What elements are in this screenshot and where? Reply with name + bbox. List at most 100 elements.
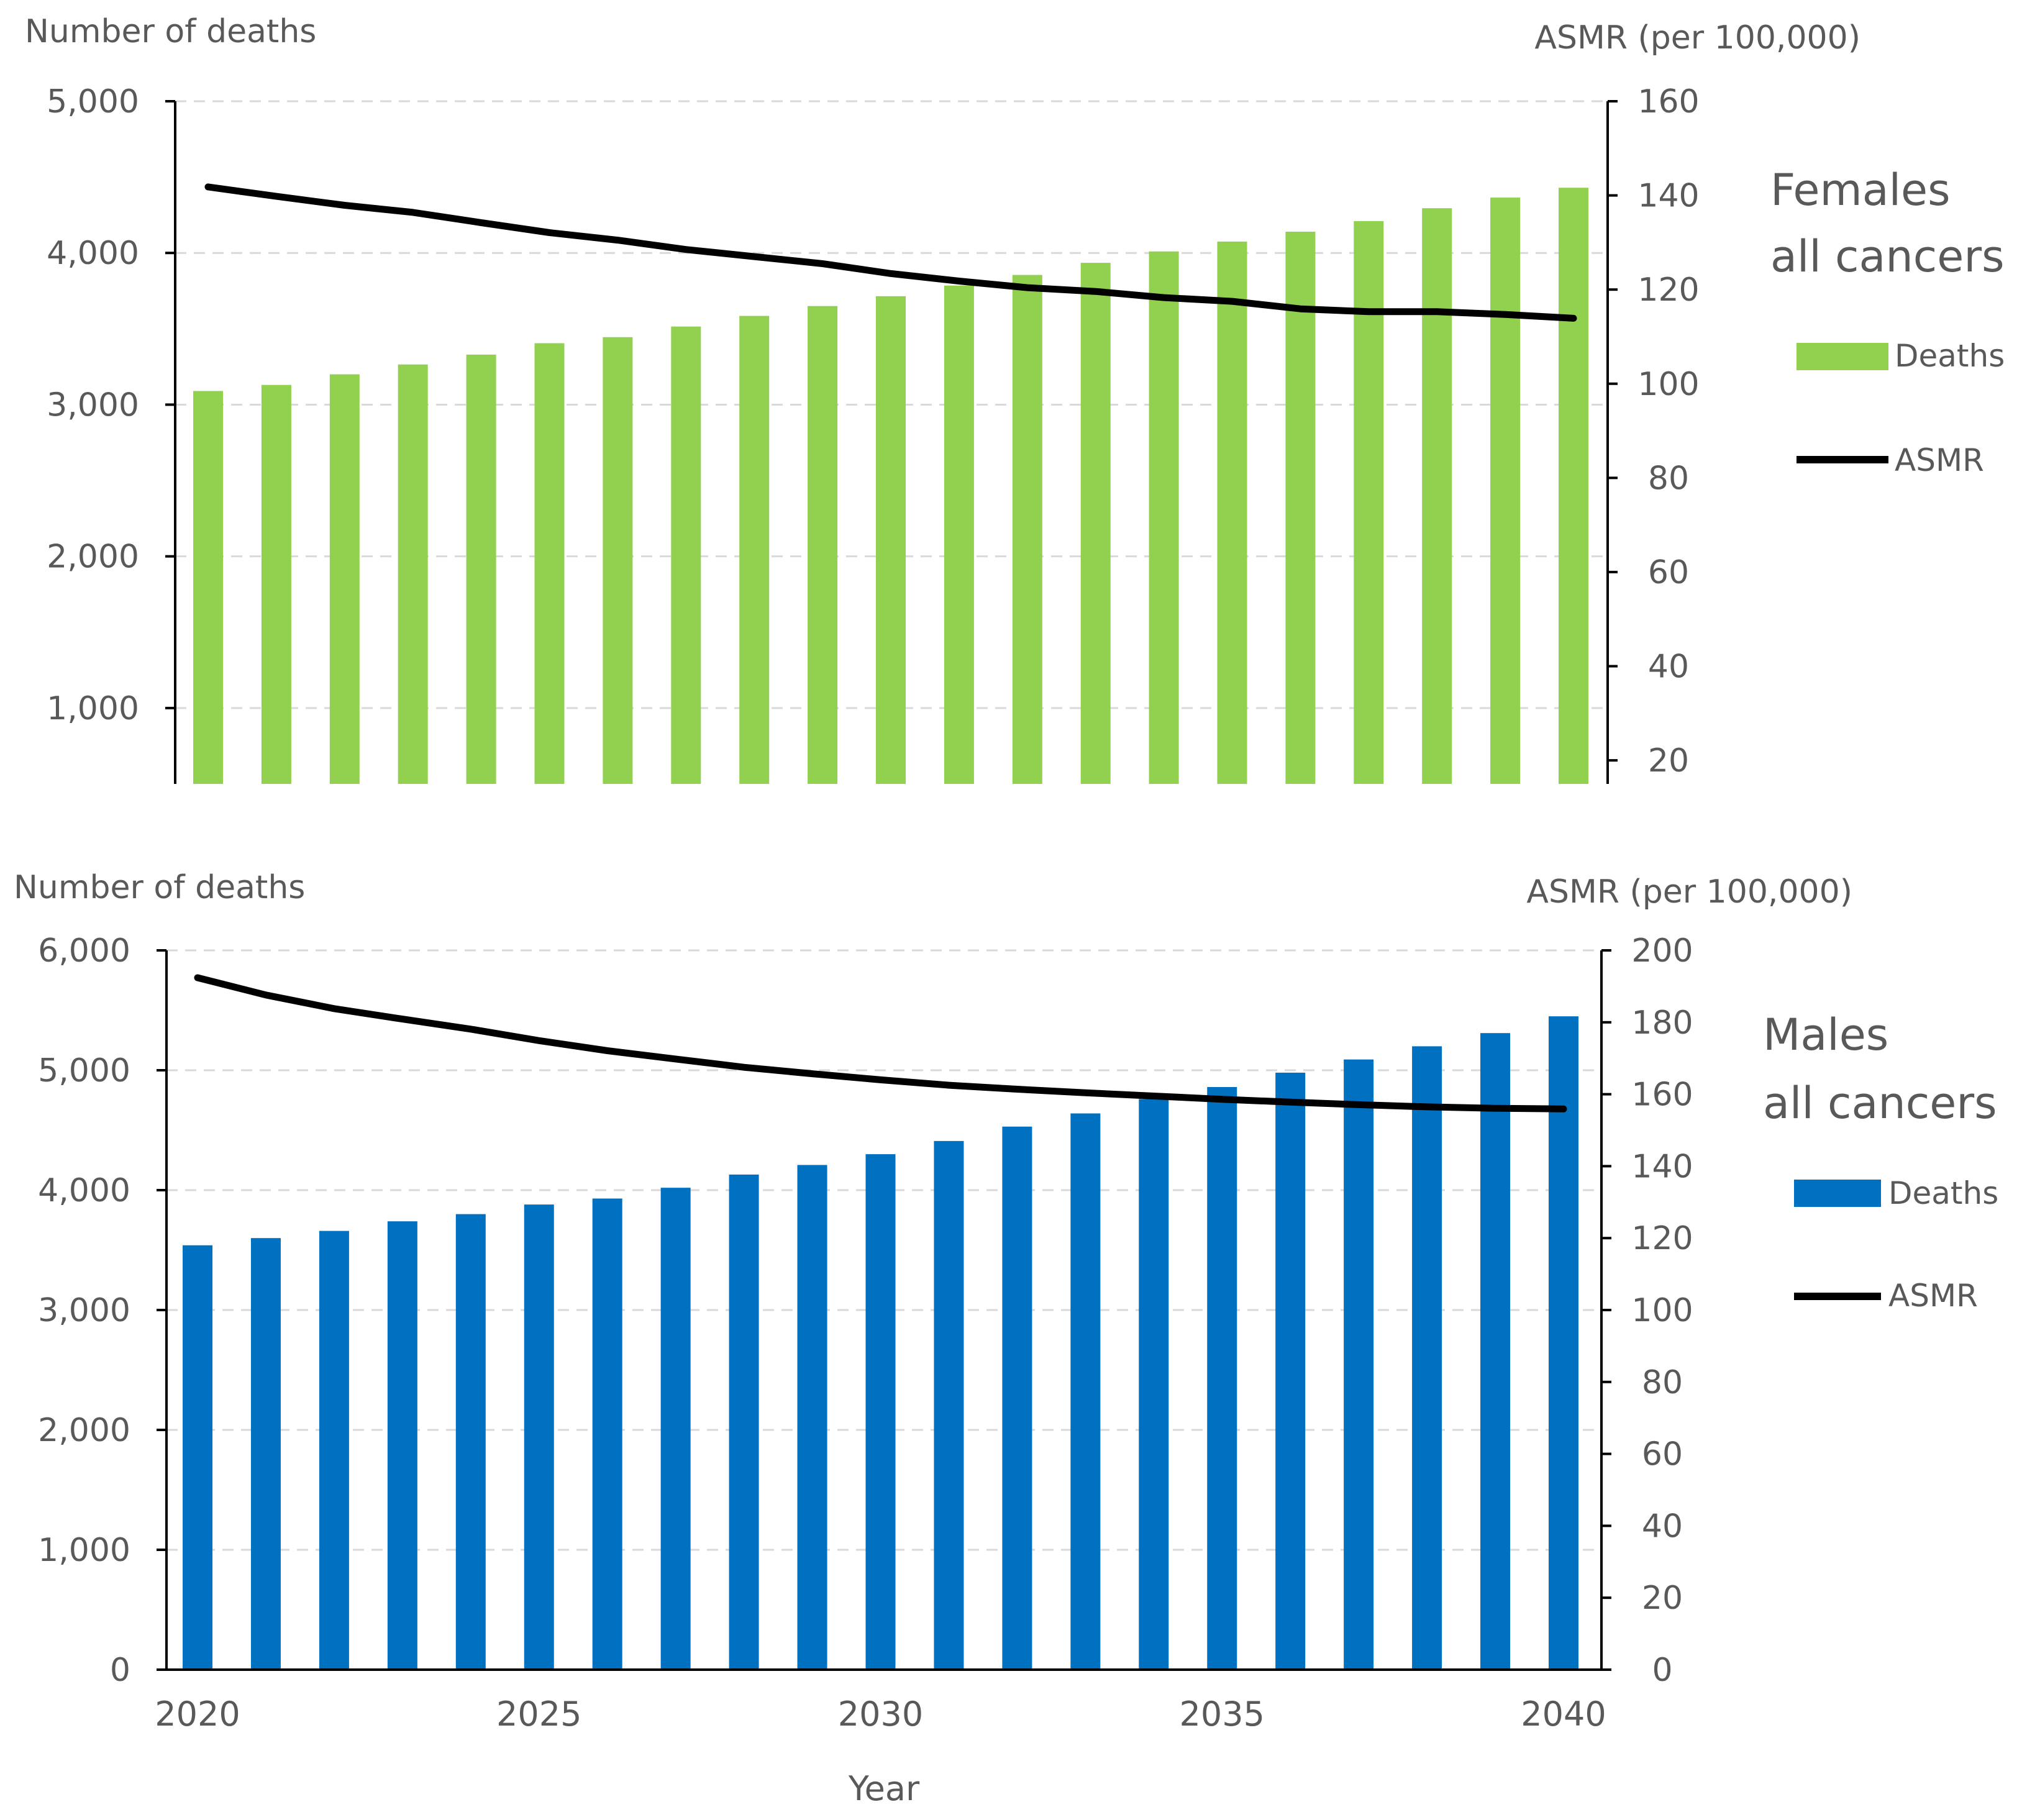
x-axis-ticks: 2020 2025 2030 2035 2040	[155, 1695, 1606, 1734]
deaths-bar-2037	[1354, 221, 1384, 784]
left-tick-label: 3,000	[38, 1292, 130, 1329]
deaths-bar-2020	[193, 391, 223, 784]
chart-title-line-1: Males	[1763, 1009, 1888, 1060]
deaths-bar-2033	[1080, 263, 1111, 784]
right-tick-label: 100	[1631, 1292, 1693, 1329]
deaths-bar-2023	[387, 1221, 417, 1670]
left-tick-label: 4,000	[47, 235, 139, 272]
right-tick-label: 120	[1631, 1220, 1693, 1257]
deaths-bar-2025	[524, 1204, 554, 1670]
right-tick-label: 100	[1637, 366, 1699, 403]
asmr-line-group	[194, 974, 1567, 1112]
chart-title-line-2: all cancers	[1770, 231, 2005, 282]
right-axis-title: ASMR (per 100,000)	[1526, 873, 1852, 911]
left-axis-ticks: 0 1,000 2,000 3,000 4,000 5,000 6,000	[38, 932, 166, 1689]
deaths-bar-2035	[1217, 241, 1247, 785]
x-tick-label: 2040	[1521, 1695, 1606, 1734]
left-axis-ticks: 1,000 2,000 3,000 4,000 5,000	[47, 83, 175, 727]
deaths-bar-2027	[660, 1188, 691, 1670]
right-tick-label: 80	[1642, 1364, 1683, 1401]
deaths-bars	[193, 188, 1588, 785]
right-tick-label: 20	[1648, 742, 1689, 780]
left-tick-label: 4,000	[38, 1172, 130, 1209]
deaths-bar-2022	[319, 1231, 349, 1670]
right-tick-label: 60	[1642, 1436, 1683, 1473]
x-tick-label: 2020	[155, 1695, 240, 1734]
deaths-bar-2030	[865, 1154, 896, 1670]
left-tick-label: 3,000	[47, 386, 139, 424]
right-tick-label: 120	[1637, 271, 1699, 309]
left-tick-label: 2,000	[47, 539, 139, 576]
deaths-bar-2028	[739, 316, 770, 784]
deaths-bar-2027	[671, 326, 701, 784]
right-tick-label: 160	[1631, 1076, 1693, 1114]
deaths-bars	[183, 1016, 1578, 1670]
x-tick-label: 2030	[838, 1695, 923, 1734]
right-axis-title: ASMR (per 100,000)	[1534, 19, 1860, 57]
left-tick-label: 6,000	[38, 932, 130, 970]
deaths-bar-2024	[455, 1214, 486, 1670]
legend-deaths-swatch	[1797, 343, 1888, 370]
females-chart: Number of deaths ASMR (per 100,000) 1,00…	[25, 13, 2005, 785]
deaths-bar-2034	[1139, 1099, 1169, 1670]
left-axis-title: Number of deaths	[25, 13, 316, 50]
deaths-bar-2034	[1149, 251, 1179, 784]
legend-deaths-swatch	[1794, 1180, 1881, 1207]
x-tick-label: 2035	[1180, 1695, 1265, 1734]
right-tick-label: 180	[1631, 1004, 1693, 1042]
deaths-bar-2021	[250, 1238, 281, 1670]
deaths-bar-2032	[1002, 1126, 1032, 1670]
deaths-bar-2020	[183, 1245, 212, 1670]
x-axis-title: Year	[848, 1769, 920, 1808]
legend-deaths-label: Deaths	[1888, 1175, 1998, 1211]
asmr-line	[204, 183, 1577, 322]
deaths-bar-2026	[603, 337, 633, 784]
deaths-bar-2026	[592, 1198, 622, 1670]
legend-asmr-label: ASMR	[1895, 442, 1984, 478]
deaths-bar-2022	[329, 374, 360, 784]
deaths-bar-2030	[876, 296, 906, 784]
deaths-bar-2021	[261, 384, 291, 784]
legend-asmr-label: ASMR	[1888, 1278, 1978, 1314]
deaths-bar-2033	[1070, 1113, 1101, 1670]
left-tick-label: 5,000	[47, 83, 139, 121]
deaths-bar-2029	[797, 1165, 827, 1670]
males-chart: Number of deaths ASMR (per 100,000) 0 1,0…	[14, 869, 1998, 1808]
deaths-bar-2040	[1549, 1016, 1578, 1670]
left-tick-label: 5,000	[38, 1052, 130, 1090]
deaths-bar-2039	[1490, 198, 1521, 784]
asmr-line-group	[204, 183, 1577, 322]
left-axis-title: Number of deaths	[14, 869, 305, 906]
right-axis-ticks: 0 20 40 60 80 100 120 140 160 180 200	[1601, 932, 1693, 1689]
deaths-bar-2023	[398, 364, 428, 784]
deaths-bar-2025	[534, 343, 565, 784]
right-tick-label: 60	[1648, 554, 1689, 591]
legend-deaths-label: Deaths	[1895, 338, 2005, 374]
right-tick-label: 200	[1631, 932, 1693, 970]
right-axis-ticks: 20 40 60 80 100 120 140 160	[1608, 83, 1700, 780]
left-tick-label: 2,000	[38, 1412, 130, 1449]
deaths-bar-2024	[466, 354, 496, 784]
right-tick-label: 160	[1637, 83, 1699, 121]
deaths-bar-2031	[944, 285, 974, 785]
right-tick-label: 0	[1652, 1652, 1672, 1689]
deaths-bar-2028	[729, 1174, 759, 1670]
asmr-line	[194, 974, 1567, 1112]
right-tick-label: 20	[1642, 1580, 1683, 1617]
right-tick-label: 140	[1631, 1148, 1693, 1185]
left-tick-label: 1,000	[47, 690, 139, 727]
deaths-bar-2031	[934, 1140, 964, 1670]
left-tick-label: 0	[110, 1652, 130, 1689]
deaths-bar-2038	[1422, 208, 1452, 785]
x-tick-label: 2025	[496, 1695, 581, 1734]
deaths-bar-2036	[1285, 232, 1316, 784]
left-tick-label: 1,000	[38, 1532, 130, 1569]
deaths-bar-2039	[1480, 1033, 1511, 1670]
deaths-bar-2036	[1275, 1072, 1306, 1670]
deaths-bar-2040	[1559, 188, 1588, 784]
deaths-bar-2032	[1012, 275, 1042, 785]
deaths-bar-2029	[808, 306, 838, 784]
right-tick-label: 40	[1648, 648, 1689, 686]
chart-title-line-1: Females	[1770, 165, 1951, 216]
